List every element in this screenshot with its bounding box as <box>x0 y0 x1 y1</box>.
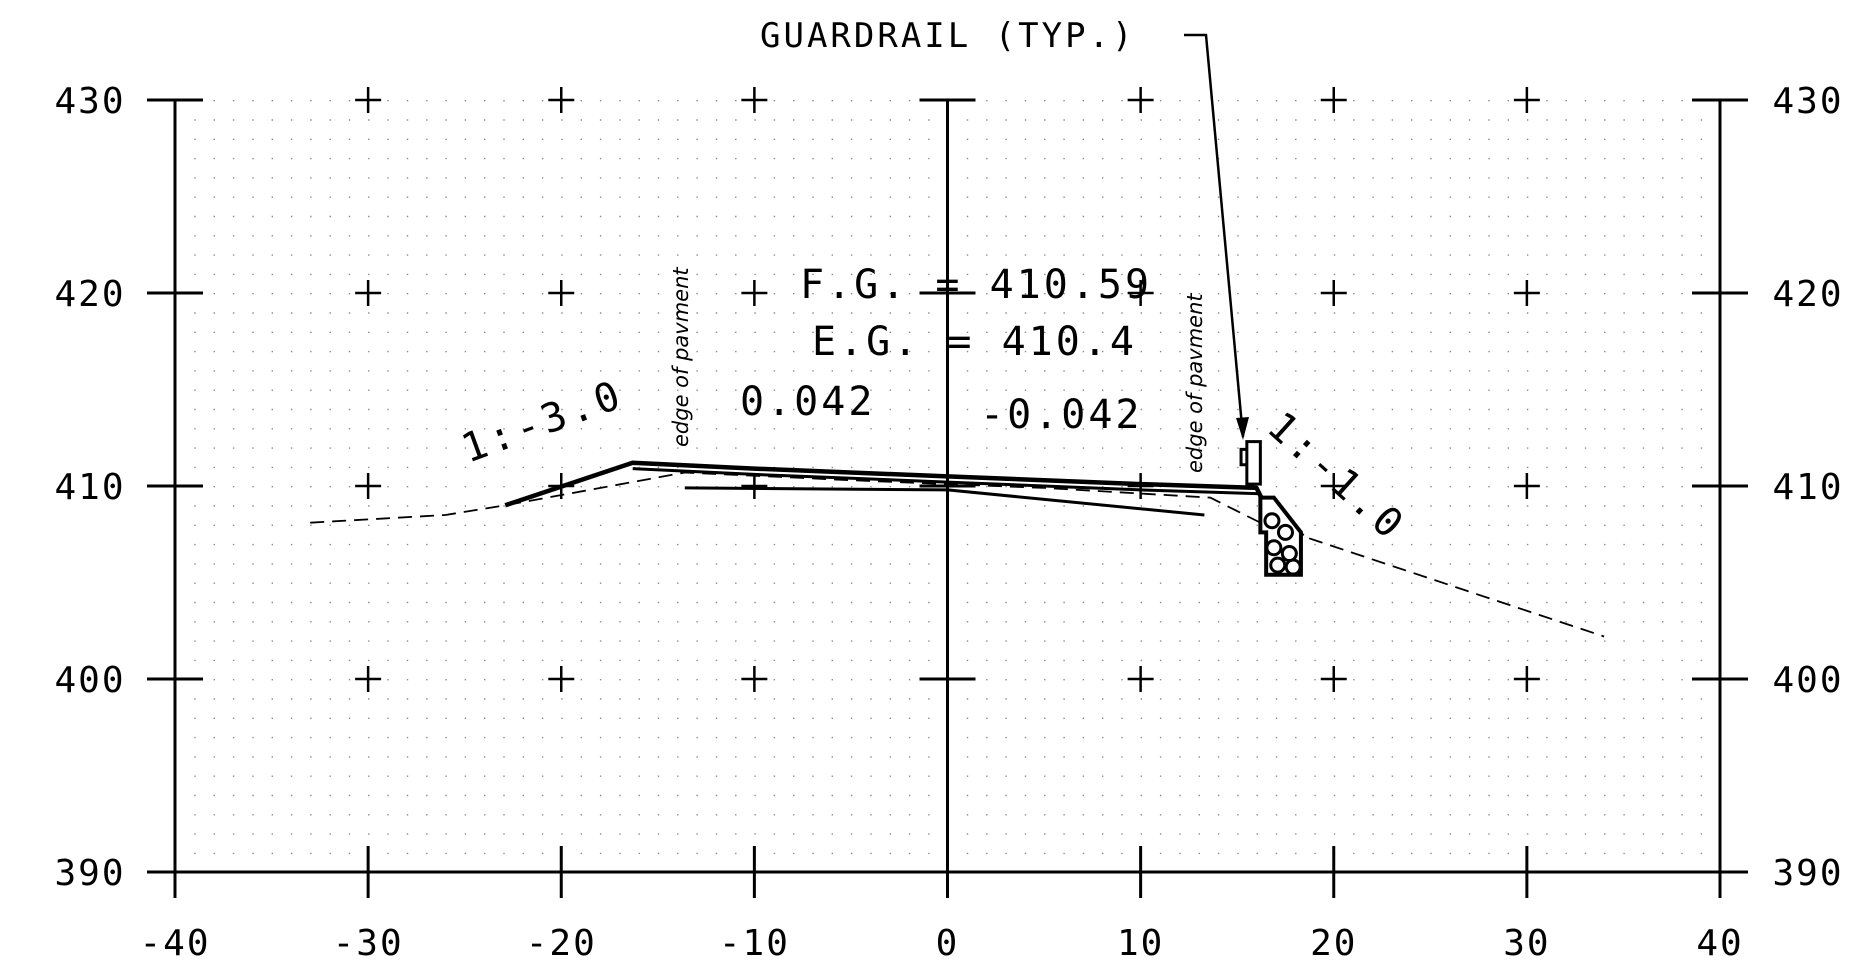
x-tick-labels: -40 -30 -20 -10 0 10 20 30 40 <box>139 923 1743 964</box>
grid-cross <box>355 87 382 113</box>
y-tick-labels: 390 390 400 400 410 410 420 420 430 430 <box>54 81 1843 894</box>
x-tick-label: -20 <box>526 923 597 964</box>
x-tick-label: 10 <box>1117 923 1164 964</box>
y-tick-label-right: 400 <box>1772 660 1843 701</box>
grid-cross <box>1320 87 1347 113</box>
rubble-stone <box>1269 556 1287 574</box>
grid-cross <box>1127 87 1154 113</box>
x-tick-label: 40 <box>1696 923 1743 964</box>
profile-lines <box>310 460 1605 638</box>
grid-cross <box>548 280 575 306</box>
grid-cross <box>741 666 768 692</box>
grid-cross <box>355 280 382 306</box>
left-slope-label: 1:-3.0 <box>456 372 630 473</box>
guardrail-structure <box>1239 440 1303 577</box>
grid-cross <box>1513 87 1540 113</box>
rubble-stone <box>1276 523 1294 541</box>
x-tick-label: 0 <box>936 923 960 964</box>
pavement-layer-line <box>632 467 1261 496</box>
grid-cross <box>1513 280 1540 306</box>
x-tick-label: 20 <box>1310 923 1357 964</box>
grid-cross <box>1127 280 1154 306</box>
right-crossfall-label: -0.042 <box>980 392 1143 438</box>
y-tick-label-right: 410 <box>1772 467 1843 508</box>
y-tick-label-left: 430 <box>54 81 125 122</box>
grid-cross <box>741 87 768 113</box>
grid-cross <box>1320 473 1347 499</box>
axes <box>147 98 1748 898</box>
x-tick-label: -10 <box>719 923 790 964</box>
eg-label: E.G. = 410.4 <box>812 319 1137 365</box>
grid-cross <box>1320 280 1347 306</box>
right-edge-of-pavement-label: edge of pavment <box>1183 293 1207 473</box>
grid-cross <box>355 666 382 692</box>
existing-ground-line <box>310 471 1605 638</box>
rubble-stone <box>1263 512 1281 530</box>
guardrail-blockout <box>1239 447 1247 467</box>
y-tick-label-right: 420 <box>1772 274 1843 315</box>
subgrade-line <box>684 486 1205 517</box>
grid-cross <box>741 473 768 499</box>
fg-label: F.G. = 410.59 <box>800 262 1152 308</box>
x-tick-label: -30 <box>333 923 404 964</box>
y-tick-label-left: 400 <box>54 660 125 701</box>
grid-cross <box>1513 473 1540 499</box>
grid-cross <box>548 87 575 113</box>
grid-cross <box>1127 666 1154 692</box>
grid-cross <box>741 280 768 306</box>
y-tick-label-right: 430 <box>1772 81 1843 122</box>
y-tick-label-right: 390 <box>1772 853 1843 894</box>
grid-cross <box>1513 666 1540 692</box>
grid-cross <box>1320 666 1347 692</box>
guardrail-note: GUARDRAIL (TYP.) <box>760 16 1136 56</box>
x-tick-label: 30 <box>1503 923 1550 964</box>
left-crossfall-label: 0.042 <box>740 379 875 425</box>
y-tick-label-left: 410 <box>54 467 125 508</box>
leader-arrowhead <box>1236 417 1249 440</box>
grid-cross <box>548 666 575 692</box>
grid-cross <box>355 473 382 499</box>
y-tick-label-left: 420 <box>54 274 125 315</box>
left-edge-of-pavement-label: edge of pavment <box>669 267 693 447</box>
rubble-stone <box>1284 558 1302 576</box>
guardrail-leader-arrow <box>1184 33 1245 438</box>
y-tick-label-left: 390 <box>54 853 125 894</box>
x-tick-label: -40 <box>139 923 210 964</box>
guardrail-post <box>1245 440 1262 486</box>
rubble-stone <box>1265 539 1283 557</box>
